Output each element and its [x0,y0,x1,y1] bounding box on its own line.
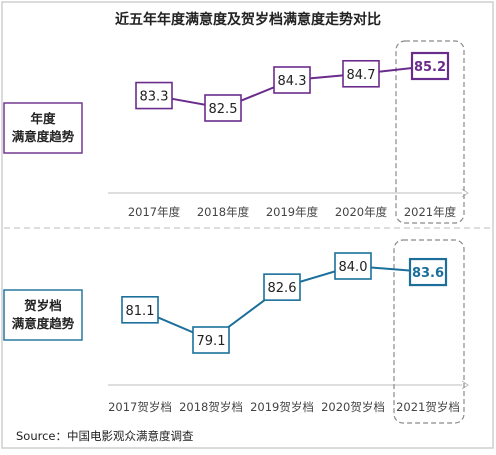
x-tick-label: 2021年度 [404,205,457,219]
data-point [273,66,311,94]
data-point [204,94,242,122]
series-label-line: 贺岁档 [23,298,62,313]
x-tick-label: 2021贺岁档 [396,400,460,414]
data-point [121,295,159,324]
x-tick-label: 2020贺岁档 [321,400,385,414]
data-point [410,51,450,81]
x-tick-label: 2019年度 [266,205,319,219]
data-label: 81.1 [126,304,155,319]
series-label-line: 满意度趋势 [12,129,75,144]
source-note: Source：中国电影观众满意度调查 [16,429,194,443]
data-label: 84.7 [347,68,376,83]
series-label-line: 年度 [30,111,56,126]
series-label-box [3,289,83,341]
figure-border [1,1,494,449]
data-label: 82.6 [268,281,297,296]
x-axis-arrow [461,380,469,390]
x-tick-label: 2018贺岁档 [179,400,243,414]
data-label: 84.0 [339,260,368,275]
data-point [135,81,173,110]
x-axis-arrow [461,188,469,198]
data-point [192,326,230,354]
data-label: 83.6 [412,266,444,281]
data-point [342,59,380,88]
highlight-box [395,40,465,224]
series-label-box [3,102,83,154]
highlight-box [393,239,465,424]
series-label-line: 满意度趋势 [12,316,75,331]
chart-title: 近五年年度满意度及贺岁档满意度走势对比 [115,11,381,28]
data-point [408,257,448,287]
x-tick-label: 2017年度 [128,205,181,219]
x-tick-label: 2020年度 [335,205,388,219]
data-label: 79.1 [197,334,226,349]
data-label: 83.3 [140,90,169,105]
data-label: 84.3 [278,74,307,89]
data-label: 85.2 [414,60,446,75]
data-point [334,252,372,280]
data-point [263,273,301,301]
x-tick-label: 2019贺岁档 [250,400,314,414]
data-label: 82.5 [209,102,238,117]
x-tick-label: 2018年度 [197,205,250,219]
x-tick-label: 2017贺岁档 [108,400,172,414]
